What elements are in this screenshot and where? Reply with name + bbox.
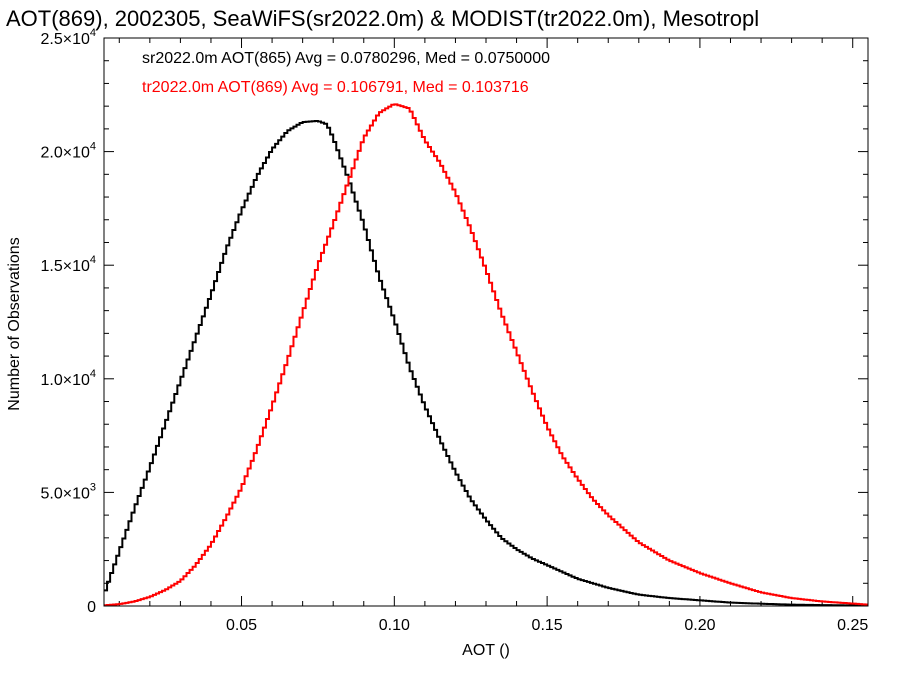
y-tick-label: 5.0×103 [40,481,96,502]
x-tick-label: 0.15 [532,617,563,634]
x-tick-label: 0.20 [684,617,715,634]
y-tick-label: 0 [87,599,96,616]
x-tick-label: 0.25 [837,617,868,634]
y-tick-label: 2.5×104 [40,27,96,48]
x-axis-label: AOT () [462,642,510,659]
y-tick-label: 1.5×104 [40,254,96,275]
y-tick-label: 2.0×104 [40,141,96,162]
plot-frame [103,37,869,607]
legend-entry-tr: tr2022.0m AOT(869) Avg = 0.106791, Med =… [142,79,529,96]
y-tick-label: 1.0×104 [40,368,96,389]
x-tick-label: 0.10 [379,617,410,634]
y-axis-label: Number of Observations [6,237,23,410]
tick-labels: 0.05 0.10 0.15 0.20 0.25 0 5.0×103 1.0×104 1.5×1… [40,27,868,634]
series-tr-histogram [104,103,868,607]
series-sr-histogram [104,120,868,607]
chart-title: AOT(869), 2002305, SeaWiFS(sr2022.0m) & … [6,6,759,31]
data-series [104,103,868,607]
x-tick-label: 0.05 [226,617,257,634]
legend-entry-sr: sr2022.0m AOT(865) Avg = 0.0780296, Med … [142,50,550,67]
